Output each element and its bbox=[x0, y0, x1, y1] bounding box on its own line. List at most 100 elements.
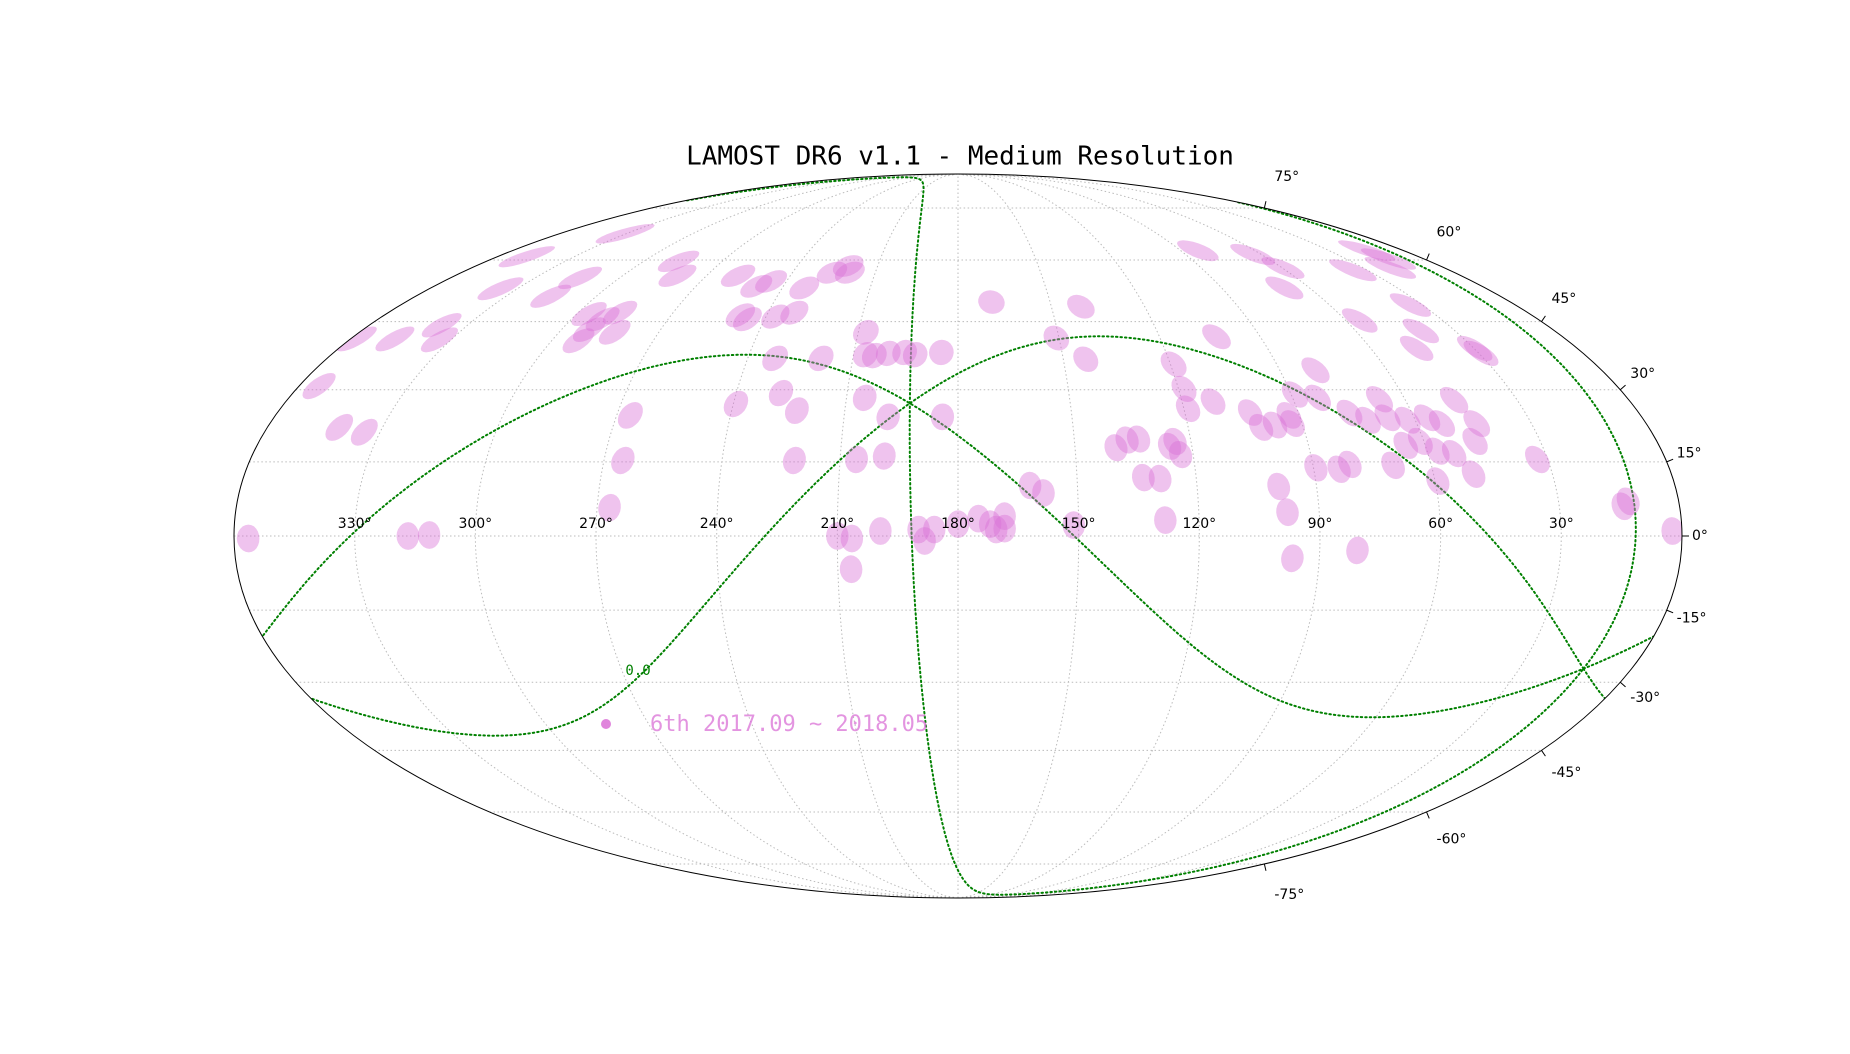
field bbox=[1327, 455, 1351, 483]
field bbox=[1355, 406, 1381, 434]
x-tick-label: 330° bbox=[338, 516, 372, 532]
field bbox=[420, 327, 458, 353]
field bbox=[1281, 544, 1304, 573]
field bbox=[993, 514, 1016, 543]
field bbox=[853, 342, 878, 368]
grid-line bbox=[474, 174, 959, 898]
field bbox=[573, 317, 606, 342]
field bbox=[1374, 404, 1401, 432]
field bbox=[1276, 402, 1302, 429]
field bbox=[1394, 406, 1421, 434]
field bbox=[1381, 451, 1405, 480]
field bbox=[396, 522, 419, 550]
field bbox=[657, 250, 700, 273]
grid-line bbox=[957, 174, 1200, 898]
field bbox=[611, 446, 635, 475]
field bbox=[350, 418, 378, 446]
field bbox=[1462, 427, 1488, 455]
field bbox=[993, 502, 1016, 530]
field bbox=[869, 517, 892, 545]
field bbox=[1611, 492, 1635, 521]
x-tick-label: 180° bbox=[941, 516, 975, 532]
y-tick-label: -30° bbox=[1630, 690, 1660, 706]
field bbox=[1104, 434, 1128, 462]
field bbox=[1265, 276, 1304, 300]
field bbox=[375, 326, 415, 352]
y-tick bbox=[1541, 750, 1546, 757]
x-tick-label: 210° bbox=[820, 516, 854, 532]
field bbox=[336, 326, 377, 352]
field bbox=[907, 515, 930, 544]
field bbox=[902, 342, 928, 368]
field bbox=[1177, 240, 1219, 262]
field bbox=[1428, 410, 1456, 437]
galactic-meridian bbox=[262, 353, 1655, 719]
field bbox=[1661, 517, 1682, 545]
field bbox=[1413, 404, 1441, 432]
field bbox=[1346, 536, 1369, 565]
field bbox=[585, 307, 620, 332]
field bbox=[967, 504, 990, 533]
y-tick bbox=[1619, 681, 1626, 688]
field bbox=[617, 402, 643, 429]
y-tick bbox=[1426, 253, 1430, 261]
field bbox=[1132, 463, 1155, 492]
field bbox=[839, 555, 863, 584]
field bbox=[421, 313, 462, 338]
grid-line bbox=[595, 174, 959, 898]
field bbox=[1157, 432, 1182, 460]
field bbox=[658, 264, 697, 287]
field bbox=[325, 413, 354, 441]
y-tick-label: 60° bbox=[1437, 224, 1462, 240]
sky-area bbox=[234, 174, 1682, 898]
y-tick-label: 15° bbox=[1677, 446, 1702, 462]
field bbox=[930, 403, 955, 431]
legend-marker bbox=[601, 719, 611, 729]
field bbox=[1407, 427, 1433, 455]
field bbox=[780, 300, 809, 325]
field bbox=[1461, 460, 1486, 488]
x-tick-label: 270° bbox=[579, 516, 613, 532]
y-tick bbox=[1263, 863, 1267, 871]
field bbox=[1276, 498, 1299, 527]
field bbox=[598, 319, 631, 345]
field bbox=[1148, 464, 1172, 493]
field bbox=[603, 300, 638, 325]
grid-line bbox=[354, 174, 959, 898]
field bbox=[1062, 511, 1086, 539]
y-tick-label: -15° bbox=[1677, 610, 1707, 626]
field bbox=[1525, 445, 1550, 474]
field bbox=[1402, 318, 1440, 344]
field bbox=[498, 246, 556, 268]
field bbox=[1365, 386, 1394, 413]
field bbox=[477, 277, 524, 301]
field bbox=[1456, 335, 1493, 361]
galactic-meridian bbox=[686, 176, 1637, 896]
field bbox=[1237, 399, 1263, 426]
field bbox=[1043, 325, 1070, 351]
field bbox=[236, 524, 260, 553]
field bbox=[762, 345, 788, 372]
grid-line bbox=[716, 174, 959, 898]
field bbox=[852, 384, 877, 412]
field bbox=[782, 446, 806, 475]
y-tick-label: -75° bbox=[1274, 887, 1304, 903]
legend-label: 6th 2017.09 ~ 2018.05 bbox=[650, 712, 928, 737]
field bbox=[862, 342, 887, 369]
field bbox=[1301, 357, 1330, 384]
field bbox=[768, 379, 794, 407]
y-tick bbox=[1619, 384, 1626, 391]
field bbox=[1032, 479, 1055, 507]
field bbox=[834, 261, 865, 284]
field bbox=[1338, 450, 1362, 479]
field bbox=[1329, 259, 1377, 282]
field bbox=[598, 493, 621, 522]
field bbox=[1163, 427, 1187, 455]
field bbox=[808, 345, 834, 372]
y-tick-label: -60° bbox=[1437, 832, 1467, 848]
y-tick bbox=[1666, 458, 1674, 463]
field bbox=[1616, 487, 1640, 516]
field bbox=[1248, 413, 1274, 441]
field bbox=[1154, 506, 1177, 534]
